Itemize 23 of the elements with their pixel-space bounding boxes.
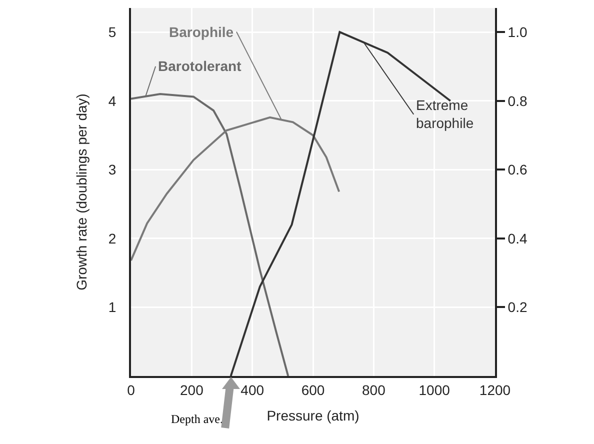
- y-tick-label: 5: [108, 24, 116, 40]
- y-tick-label: 4: [108, 92, 116, 109]
- annotation: Depth ave.: [171, 412, 223, 426]
- y2-tick-label: 0.4: [508, 230, 528, 246]
- x-tick-label: 600: [301, 382, 325, 398]
- y-axis-title: Growth rate (doublings per day): [74, 94, 90, 290]
- x-tick-label: 1200: [479, 382, 511, 398]
- series-label: Extreme barophile: [416, 97, 474, 132]
- y2-tick-label: 0.8: [508, 92, 528, 109]
- y-tick-label: 3: [108, 162, 116, 178]
- x-tick-label: 800: [362, 382, 386, 398]
- x-tick-label: 1000: [418, 382, 450, 398]
- y-tick-label: 2: [108, 230, 116, 246]
- x-tick-label: 0: [127, 382, 136, 398]
- x-tick-label: 200: [180, 382, 204, 398]
- series-label: Barotolerant: [158, 58, 242, 74]
- x-axis-title: Pressure (atm): [266, 408, 360, 424]
- y-tick-label: 1: [108, 299, 116, 316]
- y2-tick-label: 0.6: [508, 162, 528, 178]
- y2-tick-label: 1.0: [508, 24, 528, 40]
- text: Barophile: [169, 24, 234, 40]
- y2-tick-label: 0.2: [508, 299, 528, 316]
- x-tick-label: 400: [240, 382, 264, 398]
